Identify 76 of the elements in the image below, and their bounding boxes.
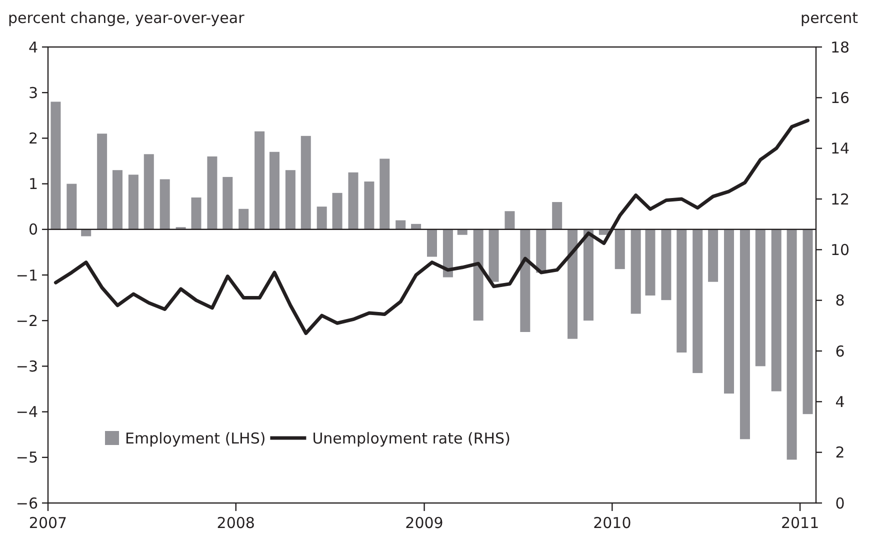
bar (269, 152, 280, 230)
bar (300, 136, 311, 230)
bar (536, 229, 546, 273)
y2-axis-title: percent (800, 9, 858, 27)
bar (332, 192, 342, 230)
bar (396, 220, 406, 230)
bar (802, 229, 813, 414)
bar (207, 156, 218, 230)
y-tick-label: 3 (28, 84, 38, 102)
bar (97, 134, 108, 230)
x-tick-label: 2010 (593, 514, 632, 532)
bar (583, 229, 594, 321)
bar (740, 229, 750, 440)
y2-tick-label: 8 (835, 292, 845, 310)
y2-tick-label: 18 (830, 38, 850, 56)
bar (755, 229, 766, 366)
bar (724, 229, 734, 394)
bar (254, 131, 265, 230)
y2-tick-label: 14 (830, 140, 850, 158)
y2-tick-label: 4 (835, 392, 845, 411)
bar (144, 154, 154, 230)
y-tick-label: 2 (28, 129, 38, 148)
y2-tick-label: 6 (835, 342, 845, 360)
y-tick-label: −2 (16, 312, 38, 330)
bar (520, 229, 530, 332)
x-tick-label: 2008 (216, 514, 255, 532)
bar (488, 229, 499, 282)
bar (238, 208, 249, 230)
bar (411, 224, 422, 230)
y-tick-label: 0 (28, 220, 38, 239)
bar (112, 170, 122, 230)
bar (316, 206, 327, 230)
y-tick-label: 4 (28, 38, 38, 56)
bar (473, 229, 484, 321)
bar (66, 184, 77, 230)
bar (380, 158, 390, 230)
y2-tick-label: 0 (835, 494, 845, 512)
bar (191, 197, 202, 230)
x-tick-label: 2009 (405, 514, 444, 532)
y-tick-label: −4 (16, 403, 38, 422)
bar (427, 229, 437, 257)
legend-label: Unemployment rate (RHS) (312, 429, 510, 448)
bar (128, 174, 138, 230)
x-tick-label: 2011 (780, 514, 820, 532)
bar (630, 229, 641, 314)
bar (771, 229, 782, 392)
bar (364, 182, 374, 230)
y-tick-label: −1 (16, 266, 38, 284)
y2-tick-label: 12 (830, 190, 850, 208)
y-tick-label: −3 (16, 357, 38, 376)
y-tick-label: −5 (16, 448, 38, 467)
bar (348, 172, 358, 230)
x-tick-label: 2007 (28, 514, 68, 532)
bar (786, 229, 797, 460)
bar (568, 229, 578, 339)
y2-tick-label: 16 (830, 88, 850, 107)
bar (676, 229, 687, 353)
bar (614, 229, 625, 270)
bar (708, 229, 718, 282)
y-axis-title: percent change, year-over-year (8, 9, 246, 27)
bar (50, 102, 61, 230)
bar (285, 170, 296, 230)
bar (661, 229, 672, 300)
y2-tick-label: 10 (830, 240, 850, 259)
bar (504, 211, 515, 230)
bar (222, 176, 233, 230)
legend-label: Employment (LHS) (125, 429, 266, 448)
bar (442, 229, 453, 278)
bar (457, 229, 468, 235)
y-tick-label: 1 (28, 175, 38, 194)
bar (692, 229, 703, 374)
y-tick-label: −6 (16, 494, 38, 512)
bar (160, 179, 170, 230)
y2-tick-label: 2 (835, 444, 845, 462)
bar (552, 202, 562, 230)
bar (645, 229, 656, 296)
